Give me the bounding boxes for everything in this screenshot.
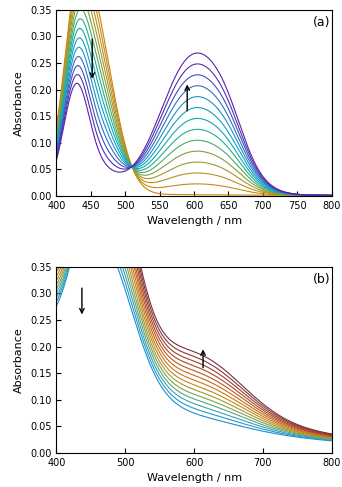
- X-axis label: Wavelength / nm: Wavelength / nm: [146, 473, 242, 483]
- Text: (a): (a): [313, 17, 330, 30]
- X-axis label: Wavelength / nm: Wavelength / nm: [146, 216, 242, 226]
- Text: (b): (b): [313, 274, 330, 286]
- Y-axis label: Absorbance: Absorbance: [14, 327, 24, 393]
- Y-axis label: Absorbance: Absorbance: [14, 70, 24, 136]
